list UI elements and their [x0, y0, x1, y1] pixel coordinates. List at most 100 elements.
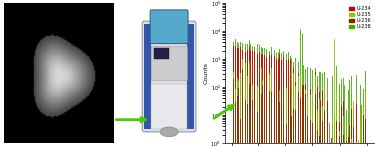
Bar	[324, 111, 325, 146]
Bar	[279, 90, 280, 146]
Bar	[264, 48, 265, 146]
Bar	[151, 46, 187, 80]
Bar	[247, 44, 248, 146]
Bar	[247, 76, 248, 146]
Bar	[261, 68, 262, 146]
Bar	[295, 110, 296, 146]
Bar	[300, 104, 301, 146]
Bar	[271, 55, 272, 146]
Bar	[233, 79, 234, 146]
Bar	[363, 89, 364, 146]
Bar	[254, 107, 255, 146]
Bar	[361, 105, 362, 146]
Bar	[286, 88, 287, 146]
Bar	[240, 47, 241, 146]
Bar	[317, 110, 318, 146]
Bar	[298, 92, 299, 146]
Bar	[283, 85, 284, 146]
Bar	[279, 54, 280, 146]
Bar	[365, 92, 366, 146]
Bar	[286, 54, 287, 146]
Bar	[308, 68, 309, 146]
Bar	[339, 132, 340, 146]
Bar	[281, 53, 282, 146]
Bar	[252, 85, 253, 146]
Bar	[327, 114, 328, 146]
Bar	[334, 117, 335, 146]
Bar	[343, 78, 344, 146]
Bar	[259, 108, 260, 146]
Bar	[262, 54, 263, 146]
Bar	[252, 51, 253, 146]
Bar	[331, 143, 332, 146]
Bar	[293, 109, 294, 146]
Bar	[242, 59, 243, 146]
Bar	[269, 55, 270, 146]
Bar	[261, 94, 262, 146]
Bar	[327, 101, 328, 146]
Bar	[324, 72, 325, 146]
Bar	[237, 42, 238, 146]
Bar	[269, 91, 270, 146]
Bar	[348, 137, 349, 146]
Bar	[351, 76, 352, 146]
Bar	[252, 46, 253, 146]
Bar	[360, 143, 361, 146]
Bar	[343, 116, 344, 146]
Bar	[332, 115, 333, 146]
Bar	[358, 143, 359, 146]
Bar	[278, 52, 279, 146]
Bar	[293, 68, 294, 146]
Bar	[351, 139, 352, 146]
Bar	[298, 76, 299, 146]
Bar	[361, 131, 362, 146]
Bar	[247, 104, 248, 146]
Bar	[240, 73, 241, 146]
Bar	[288, 121, 289, 146]
Bar	[264, 123, 265, 146]
Bar	[312, 70, 313, 146]
Bar	[300, 29, 301, 146]
Bar	[290, 60, 291, 146]
Bar	[286, 60, 287, 146]
Bar	[243, 42, 245, 146]
Bar	[305, 84, 306, 146]
Bar	[293, 62, 294, 146]
Bar	[336, 66, 337, 146]
Bar	[310, 68, 311, 146]
Bar	[291, 58, 292, 146]
Bar	[281, 109, 282, 146]
Bar	[242, 69, 243, 146]
Bar	[278, 92, 279, 146]
Bar	[336, 121, 337, 146]
Bar	[363, 115, 364, 146]
Bar	[293, 73, 294, 146]
Bar	[233, 42, 234, 146]
Bar	[334, 143, 335, 146]
Bar	[356, 75, 357, 146]
Bar	[295, 86, 296, 146]
Bar	[336, 90, 337, 146]
Bar	[329, 143, 330, 146]
Bar	[346, 143, 347, 146]
Bar	[243, 90, 245, 146]
Bar	[348, 90, 349, 146]
Bar	[233, 46, 234, 146]
Bar	[288, 59, 289, 146]
Bar	[356, 143, 357, 146]
FancyBboxPatch shape	[150, 10, 188, 44]
Bar	[308, 83, 309, 146]
Bar	[290, 100, 291, 146]
Bar	[308, 98, 309, 146]
Bar	[235, 39, 236, 146]
Y-axis label: Counts: Counts	[204, 62, 209, 84]
Bar	[346, 143, 347, 146]
Bar	[262, 85, 263, 146]
Bar	[286, 124, 287, 146]
Bar	[281, 120, 282, 146]
Bar	[315, 72, 316, 146]
Bar	[243, 50, 245, 146]
Bar	[237, 96, 238, 146]
Bar	[339, 136, 340, 146]
Bar	[252, 100, 253, 146]
